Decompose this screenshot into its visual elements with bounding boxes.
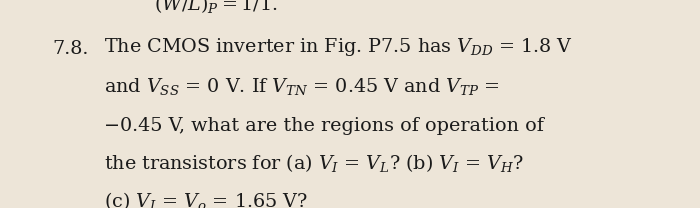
Text: (c) $V_I$ = $V_o$ = 1.65 V?: (c) $V_I$ = $V_o$ = 1.65 V? [104, 190, 307, 208]
Text: $(W/L)_P = 1/1.$: $(W/L)_P = 1/1.$ [154, 0, 278, 15]
Text: the transistors for (a) $V_I$ = $V_L$? (b) $V_I$ = $V_H$?: the transistors for (a) $V_I$ = $V_L$? (… [104, 152, 524, 174]
Text: −0.45 V, what are the regions of operation of: −0.45 V, what are the regions of operati… [104, 117, 543, 135]
Text: 7.8.: 7.8. [52, 40, 89, 58]
Text: and $V_{SS}$ = 0 V. If $V_{TN}$ = 0.45 V and $V_{TP}$ =: and $V_{SS}$ = 0 V. If $V_{TN}$ = 0.45 V… [104, 76, 500, 97]
Text: The CMOS inverter in Fig. P7.5 has $V_{DD}$ = 1.8 V: The CMOS inverter in Fig. P7.5 has $V_{D… [104, 36, 573, 58]
